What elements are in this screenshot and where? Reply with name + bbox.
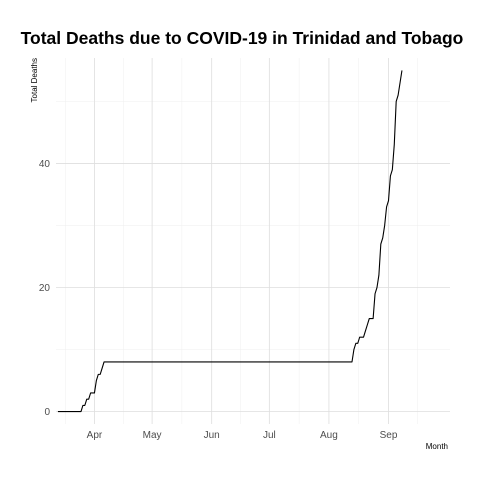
y-tick-label: 40 [39, 159, 51, 170]
x-tick-label: May [143, 430, 162, 441]
x-tick-label: Jul [263, 430, 276, 441]
x-tick-label: Sep [380, 430, 398, 441]
major-gridlines [56, 58, 450, 424]
x-axis-tick-labels: Apr May Jun Jul Aug Sep [87, 430, 398, 441]
series-line-total-deaths [57, 70, 403, 413]
x-tick-label: Aug [320, 430, 338, 441]
series-layer [57, 70, 403, 413]
x-tick-label: Apr [87, 430, 103, 441]
y-axis-label: Total Deaths [30, 58, 39, 102]
chart-title: Total Deaths due to COVID-19 in Trinidad… [21, 28, 464, 48]
y-axis-tick-labels: 0 20 40 [39, 159, 51, 418]
y-tick-label: 20 [39, 283, 51, 294]
x-tick-label: Jun [204, 430, 220, 441]
x-axis-label: Month [426, 442, 448, 451]
y-tick-label: 0 [44, 407, 50, 418]
minor-gridlines [56, 58, 450, 424]
